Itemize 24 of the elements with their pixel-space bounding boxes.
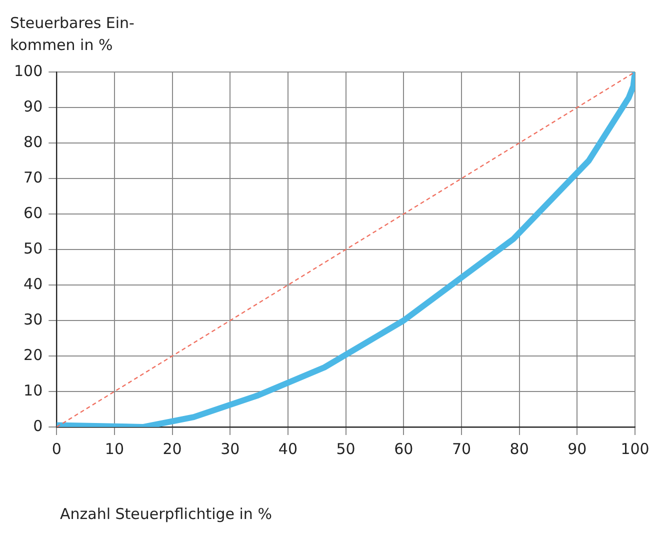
x-tick-label: 0 [52, 440, 62, 458]
x-tick-label: 50 [336, 440, 356, 458]
y-tick-label: 30 [24, 310, 43, 328]
y-tick-label: 0 [33, 416, 43, 435]
x-tick-label: 20 [162, 440, 182, 458]
x-tick-label: 10 [104, 440, 124, 458]
y-tick-label: 50 [24, 239, 43, 258]
y-tick-label: 70 [24, 168, 43, 186]
y-tick-label: 100 [14, 62, 43, 80]
x-axis-title: Anzahl Steuerpflichtige in % [60, 505, 272, 523]
x-tick-label: 80 [510, 440, 529, 458]
y-tick-label: 20 [24, 346, 43, 364]
x-tick-label: 40 [278, 440, 298, 458]
x-tick-label: 90 [568, 440, 587, 458]
y-tick-label: 10 [24, 381, 43, 400]
x-tick-label: 70 [452, 440, 472, 458]
y-tick-label: 60 [24, 204, 43, 222]
y-tick-label: 80 [24, 132, 43, 151]
y-tick-label: 90 [24, 97, 43, 116]
y-axis-title: Steuerbares Ein- kommen in % [10, 13, 134, 56]
x-tick-label: 30 [220, 440, 240, 458]
y-tick-label: 40 [24, 274, 43, 293]
x-tick-label: 60 [394, 440, 414, 458]
x-tick-label: 100 [620, 440, 650, 458]
